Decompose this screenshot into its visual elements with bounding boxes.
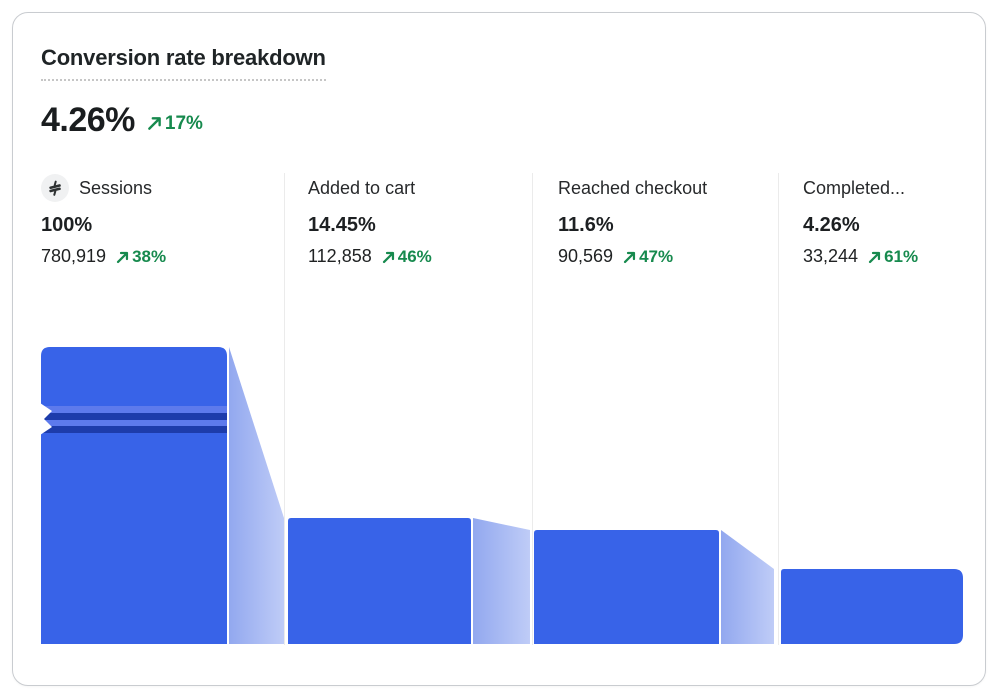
funnel-bar[interactable] <box>41 347 227 644</box>
stage-trend-value: 47% <box>639 247 674 266</box>
trend-up-arrow-icon <box>148 117 161 130</box>
stage-label: Completed... <box>803 178 906 198</box>
stage-count: 112,858 <box>308 246 372 266</box>
funnel-chart[interactable] <box>41 331 965 645</box>
stage-trend-value: 61% <box>884 247 919 266</box>
funnel-bar[interactable] <box>288 518 471 644</box>
overall-metric: 4.26% 17% <box>41 101 203 140</box>
stage-count: 90,569 <box>558 246 614 266</box>
trend-up-arrow-icon <box>868 251 881 263</box>
card-title[interactable]: Conversion rate breakdown <box>41 45 326 81</box>
trend-up-arrow-icon <box>623 251 636 263</box>
trend-up-arrow-icon <box>382 251 394 263</box>
funnel-bar[interactable] <box>534 530 719 644</box>
stage-trend-badge: 47% <box>623 247 673 267</box>
stage-count: 780,919 <box>41 246 107 266</box>
stage-count-row: 33,244 61% <box>803 246 918 267</box>
overall-trend-badge: 17% <box>147 113 203 135</box>
funnel-connector <box>229 347 284 644</box>
overall-trend-value: 17% <box>164 112 203 134</box>
stage-column: Added to cart 14.45% 112,858 46% <box>308 173 432 267</box>
stage-trend-badge: 61% <box>868 247 918 267</box>
stage-rate: 14.45% <box>308 214 376 236</box>
overall-conversion-rate: 4.26% <box>41 101 135 139</box>
stage-count-row: 112,858 46% <box>308 246 432 267</box>
funnel-chart-section: Sessions 100% 780,919 38% Adde <box>41 173 965 657</box>
stage-rate: 4.26% <box>803 214 860 236</box>
stage-column: Reached checkout 11.6% 90,569 47% <box>558 173 707 267</box>
stage-trend-badge: 46% <box>382 247 432 267</box>
axis-break-icon <box>41 174 69 202</box>
stage-header: Reached checkout <box>558 173 707 203</box>
funnel-connector <box>473 518 530 644</box>
stage-count: 33,244 <box>803 246 859 266</box>
stage-count-row: 90,569 47% <box>558 246 707 267</box>
stage-label: Sessions <box>79 178 153 198</box>
stage-rate: 100% <box>41 214 93 236</box>
axis-break-marker <box>41 403 52 435</box>
stage-trend-value: 38% <box>132 247 167 266</box>
funnel-bar[interactable] <box>781 569 963 644</box>
stage-label: Reached checkout <box>558 178 708 198</box>
funnel-connector <box>721 530 774 644</box>
column-divider <box>532 173 533 645</box>
column-divider <box>778 173 779 645</box>
stage-label: Added to cart <box>308 178 416 198</box>
stage-count-row: 780,919 38% <box>41 246 166 267</box>
column-divider <box>284 173 285 645</box>
stage-column: Sessions 100% 780,919 38% <box>41 173 166 267</box>
stage-header: Completed... <box>803 173 918 203</box>
conversion-rate-card: Conversion rate breakdown 4.26% 17% <box>12 12 986 686</box>
trend-up-arrow-icon <box>117 251 129 263</box>
stage-rate: 11.6% <box>558 214 614 236</box>
stage-trend-badge: 38% <box>116 247 166 267</box>
stage-header: Added to cart <box>308 173 432 203</box>
stage-column: Completed... 4.26% 33,244 61% <box>803 173 918 267</box>
stage-header: Sessions <box>41 173 166 203</box>
stage-trend-value: 46% <box>397 247 432 266</box>
